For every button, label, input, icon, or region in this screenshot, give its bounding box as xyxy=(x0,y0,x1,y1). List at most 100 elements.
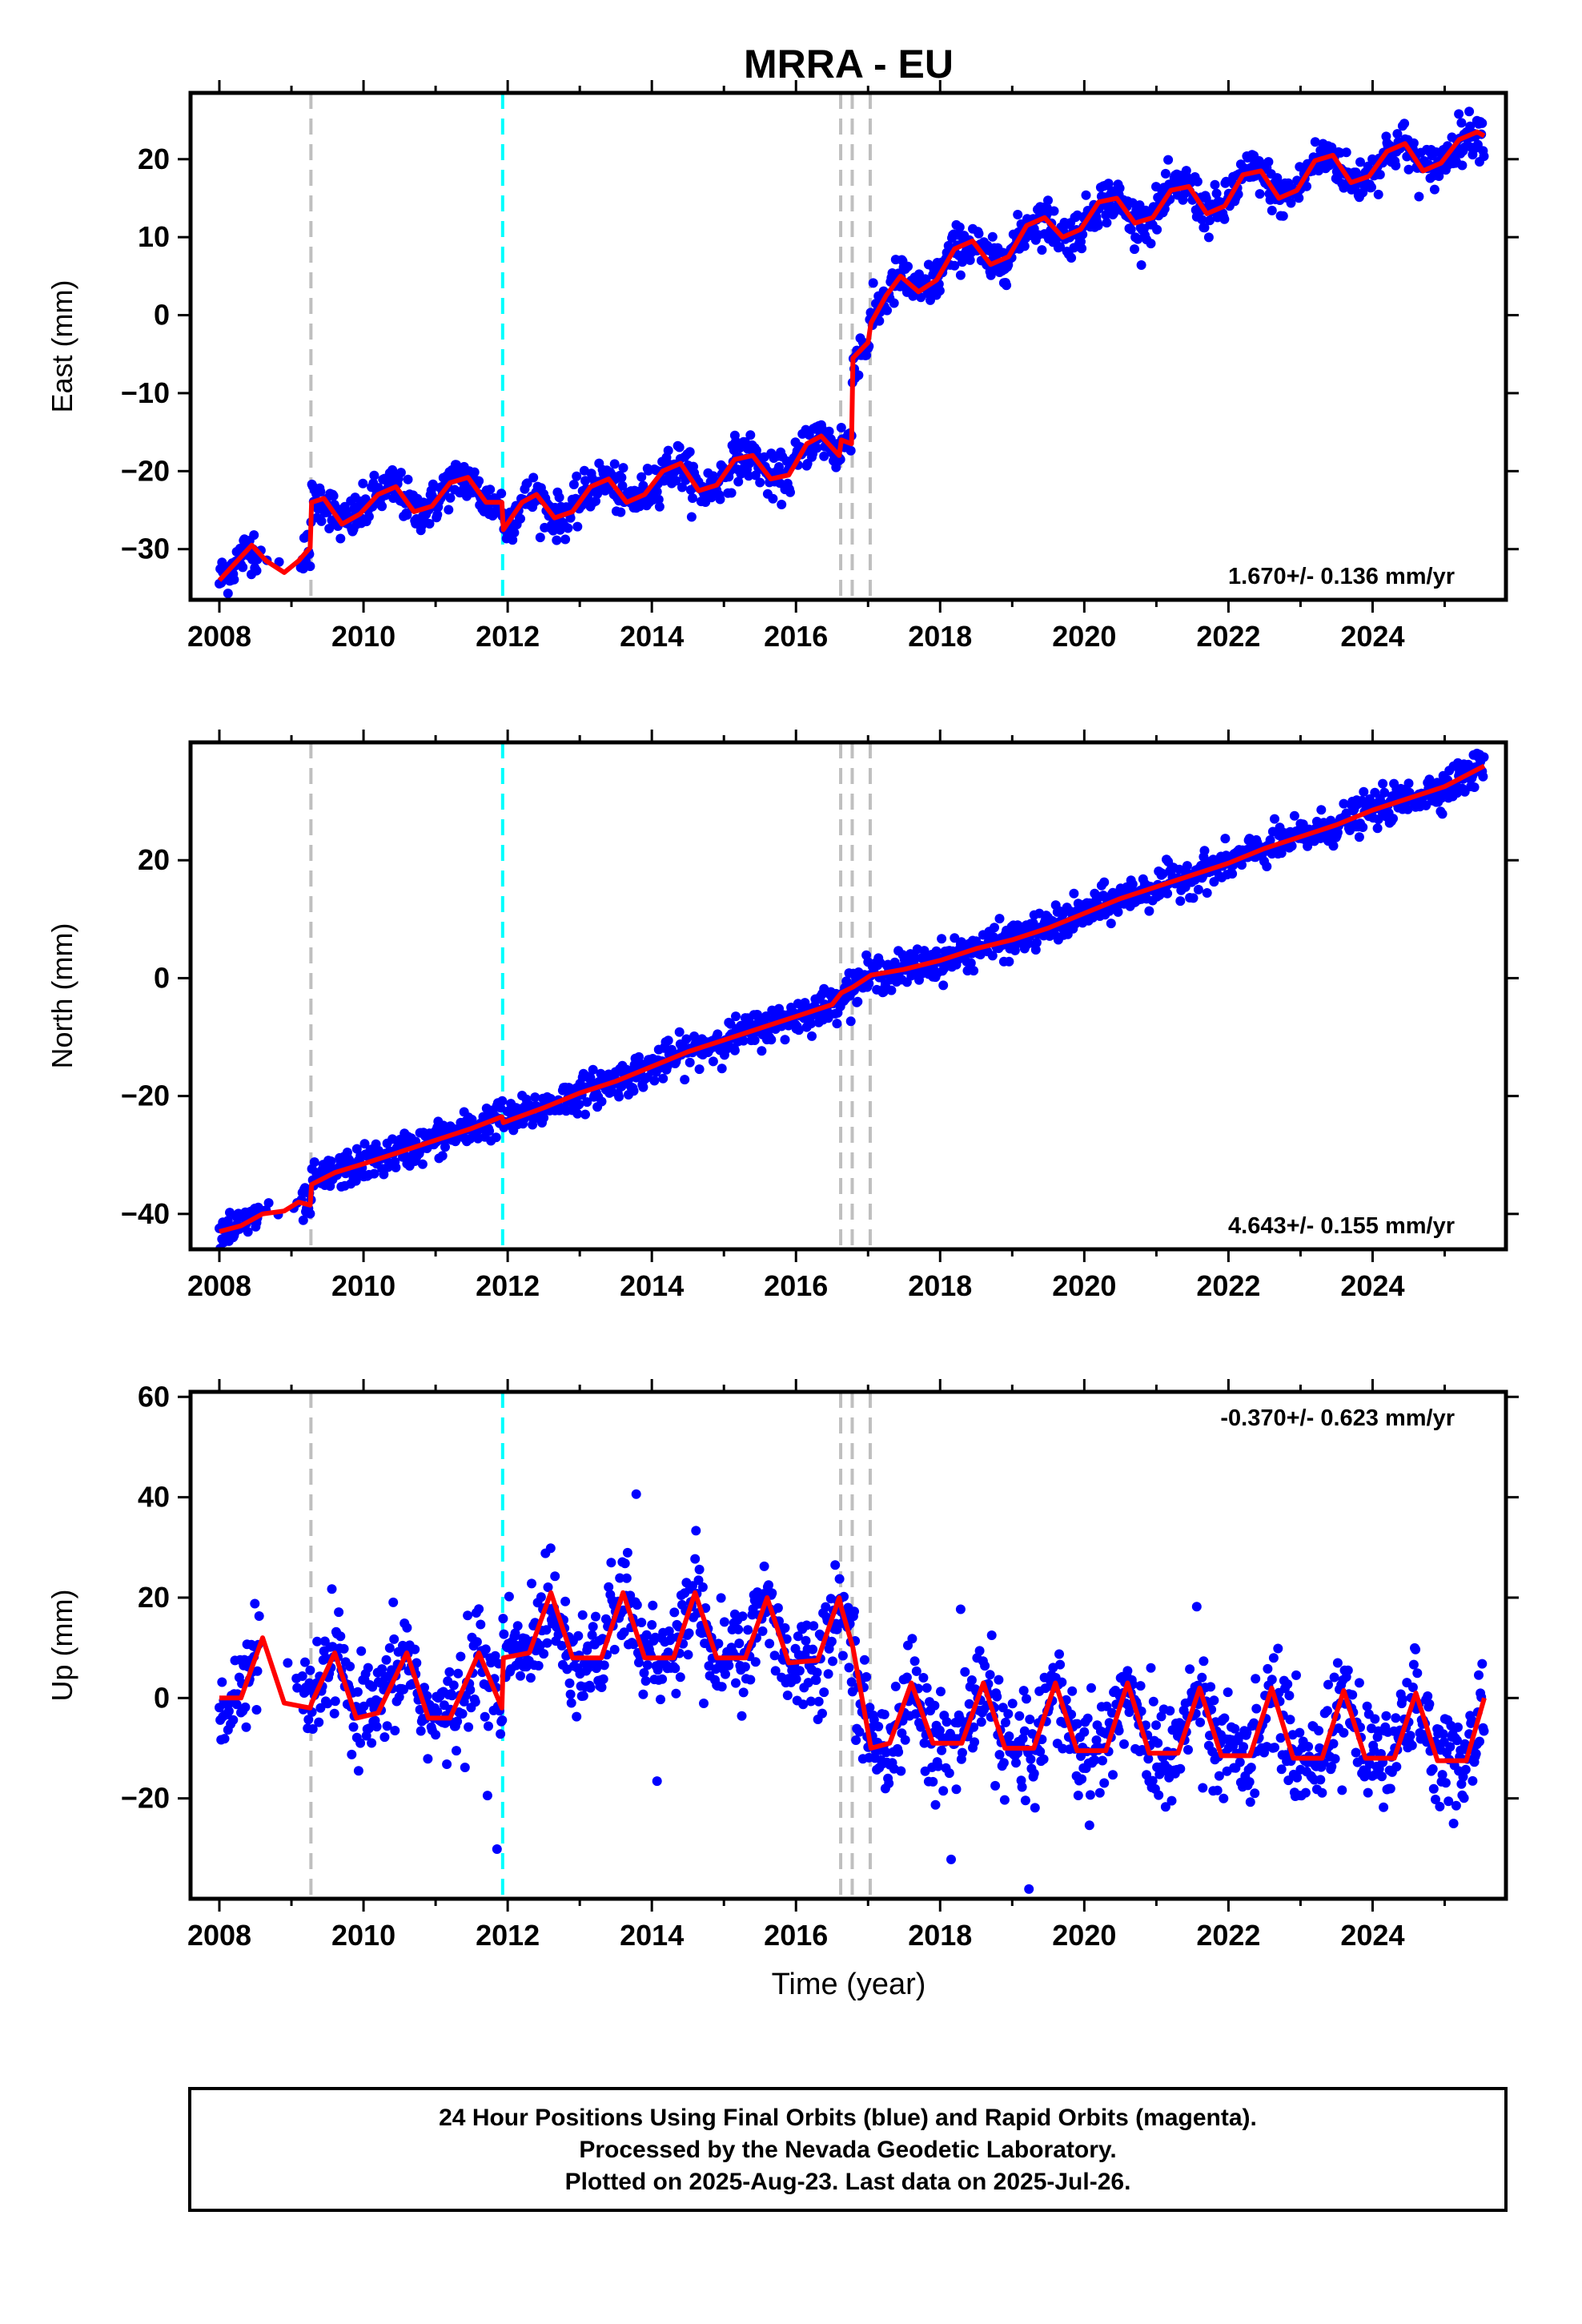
data-point xyxy=(903,261,913,271)
x-tick-label: 2022 xyxy=(1196,620,1260,653)
data-point xyxy=(554,493,564,503)
data-point xyxy=(793,1025,804,1035)
data-point xyxy=(329,1708,339,1719)
data-point xyxy=(1027,1729,1038,1739)
plot-frame xyxy=(188,90,1508,602)
data-point xyxy=(946,1854,956,1864)
data-point xyxy=(305,561,315,572)
data-point xyxy=(974,228,984,239)
data-point xyxy=(896,1766,906,1776)
data-point xyxy=(432,1707,443,1717)
data-point xyxy=(882,305,892,316)
data-point xyxy=(480,1711,490,1722)
data-point xyxy=(599,1660,609,1671)
data-point xyxy=(1448,1819,1459,1828)
rate-annotation: 1.670+/- 0.136 mm/yr xyxy=(1228,564,1455,589)
data-point xyxy=(231,1699,242,1710)
data-point xyxy=(1268,1653,1279,1663)
data-point xyxy=(1029,1768,1039,1779)
data-point xyxy=(456,1651,466,1662)
data-point xyxy=(1037,245,1047,255)
data-point xyxy=(639,1668,649,1678)
data-point xyxy=(806,1019,816,1029)
data-point xyxy=(933,1761,943,1771)
data-point xyxy=(1211,188,1222,199)
data-point xyxy=(472,1637,482,1647)
data-point xyxy=(412,1658,422,1668)
data-point xyxy=(1275,1733,1286,1743)
data-point xyxy=(1175,896,1186,907)
data-point xyxy=(656,1695,665,1705)
data-point xyxy=(497,1096,508,1106)
data-point xyxy=(1098,1755,1107,1766)
data-point xyxy=(794,1666,805,1676)
data-point xyxy=(1437,1770,1447,1780)
data-point xyxy=(431,1730,441,1740)
data-point xyxy=(859,1655,869,1665)
plot-area xyxy=(215,742,1489,1249)
data-point xyxy=(652,487,662,497)
data-point xyxy=(463,1610,473,1621)
data-point xyxy=(681,1034,692,1044)
data-point xyxy=(955,270,966,280)
data-point xyxy=(566,1698,576,1708)
data-point xyxy=(335,1631,346,1642)
data-point xyxy=(1007,1699,1018,1709)
data-point xyxy=(1347,1690,1358,1700)
data-point xyxy=(1237,860,1247,870)
data-point xyxy=(937,934,947,944)
x-tick-label: 2016 xyxy=(764,1269,828,1302)
data-point xyxy=(402,510,412,520)
data-point xyxy=(958,257,967,267)
data-point xyxy=(347,1749,357,1759)
data-point xyxy=(396,468,406,478)
data-point xyxy=(998,1758,1009,1768)
data-point xyxy=(1316,805,1327,815)
data-point xyxy=(250,1598,260,1609)
data-point xyxy=(1066,1709,1077,1719)
data-point xyxy=(1289,810,1299,821)
data-point xyxy=(1143,1754,1154,1764)
y-tick-label: 20 xyxy=(138,1581,170,1614)
data-point xyxy=(812,443,822,453)
data-point xyxy=(363,512,374,521)
data-point xyxy=(1072,1719,1082,1729)
data-point xyxy=(496,1729,506,1739)
data-point xyxy=(1223,1687,1233,1698)
x-tick-label: 2008 xyxy=(187,1269,251,1302)
data-point xyxy=(1332,1658,1343,1668)
x-tick-label: 2024 xyxy=(1340,1269,1404,1302)
data-point xyxy=(934,286,945,296)
x-tick-label: 2010 xyxy=(331,1269,396,1302)
data-point xyxy=(620,1558,630,1569)
data-point xyxy=(1188,893,1199,903)
data-point xyxy=(1073,1791,1083,1800)
data-point xyxy=(654,501,665,512)
data-point xyxy=(1028,918,1038,928)
y-tick-label: −40 xyxy=(121,1197,170,1230)
data-point xyxy=(811,1675,821,1685)
data-point xyxy=(587,1630,597,1640)
data-point xyxy=(533,1661,544,1671)
data-point xyxy=(1156,1711,1166,1722)
data-point xyxy=(1209,1695,1219,1706)
data-point xyxy=(484,1721,493,1731)
data-point xyxy=(1018,1734,1028,1743)
data-point xyxy=(560,534,571,545)
data-point xyxy=(1438,1729,1448,1739)
data-point xyxy=(1221,176,1231,187)
data-point xyxy=(573,1630,584,1641)
data-point xyxy=(930,1799,941,1810)
data-point xyxy=(729,1045,740,1055)
data-point xyxy=(492,1844,502,1854)
data-point xyxy=(900,1735,910,1745)
data-point xyxy=(819,451,829,461)
data-point xyxy=(1341,147,1351,158)
data-point xyxy=(474,476,484,486)
data-point xyxy=(609,1644,620,1655)
data-point xyxy=(834,1574,845,1584)
data-point xyxy=(1456,118,1467,128)
data-point xyxy=(690,1554,701,1564)
data-point xyxy=(1251,1703,1262,1714)
